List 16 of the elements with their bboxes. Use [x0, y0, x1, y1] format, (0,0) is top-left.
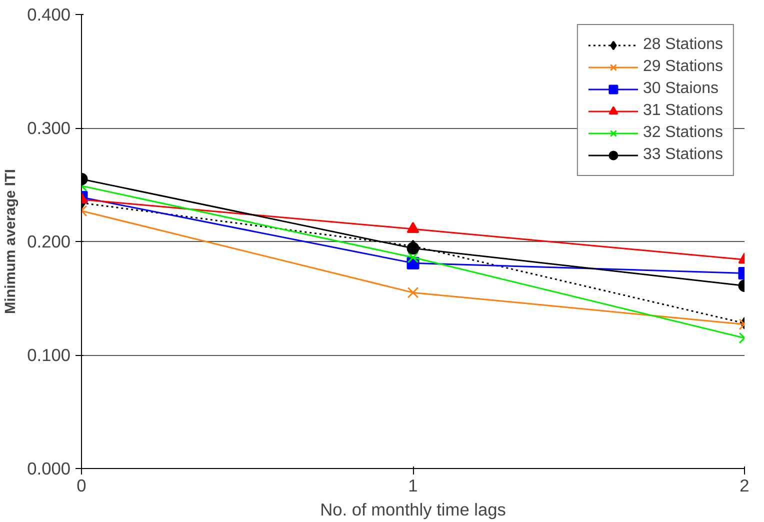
y-tick-label: 0.200	[27, 232, 71, 252]
legend-label: 29 Stations	[642, 58, 723, 76]
x-axis-title: No. of monthly time lags	[320, 500, 506, 520]
x-tick-label: 2	[740, 476, 750, 496]
legend-label: 30 Staions	[642, 80, 719, 98]
y-tick-label: 0.300	[27, 118, 71, 138]
y-tick-label: 0.100	[27, 345, 71, 365]
legend-label: 28 Stations	[642, 36, 723, 54]
legend-label: 32 Stations	[642, 124, 723, 142]
y-tick-label: 0.000	[27, 458, 71, 478]
y-axis-title: Minimum average ITI	[3, 169, 20, 314]
legend-label: 33 Stations	[642, 146, 723, 164]
x-tick-label: 0	[76, 476, 86, 496]
y-tick-label: 0.400	[27, 4, 71, 24]
x-tick-label: 1	[408, 476, 418, 496]
legend-label: 31 Stations	[642, 102, 723, 120]
